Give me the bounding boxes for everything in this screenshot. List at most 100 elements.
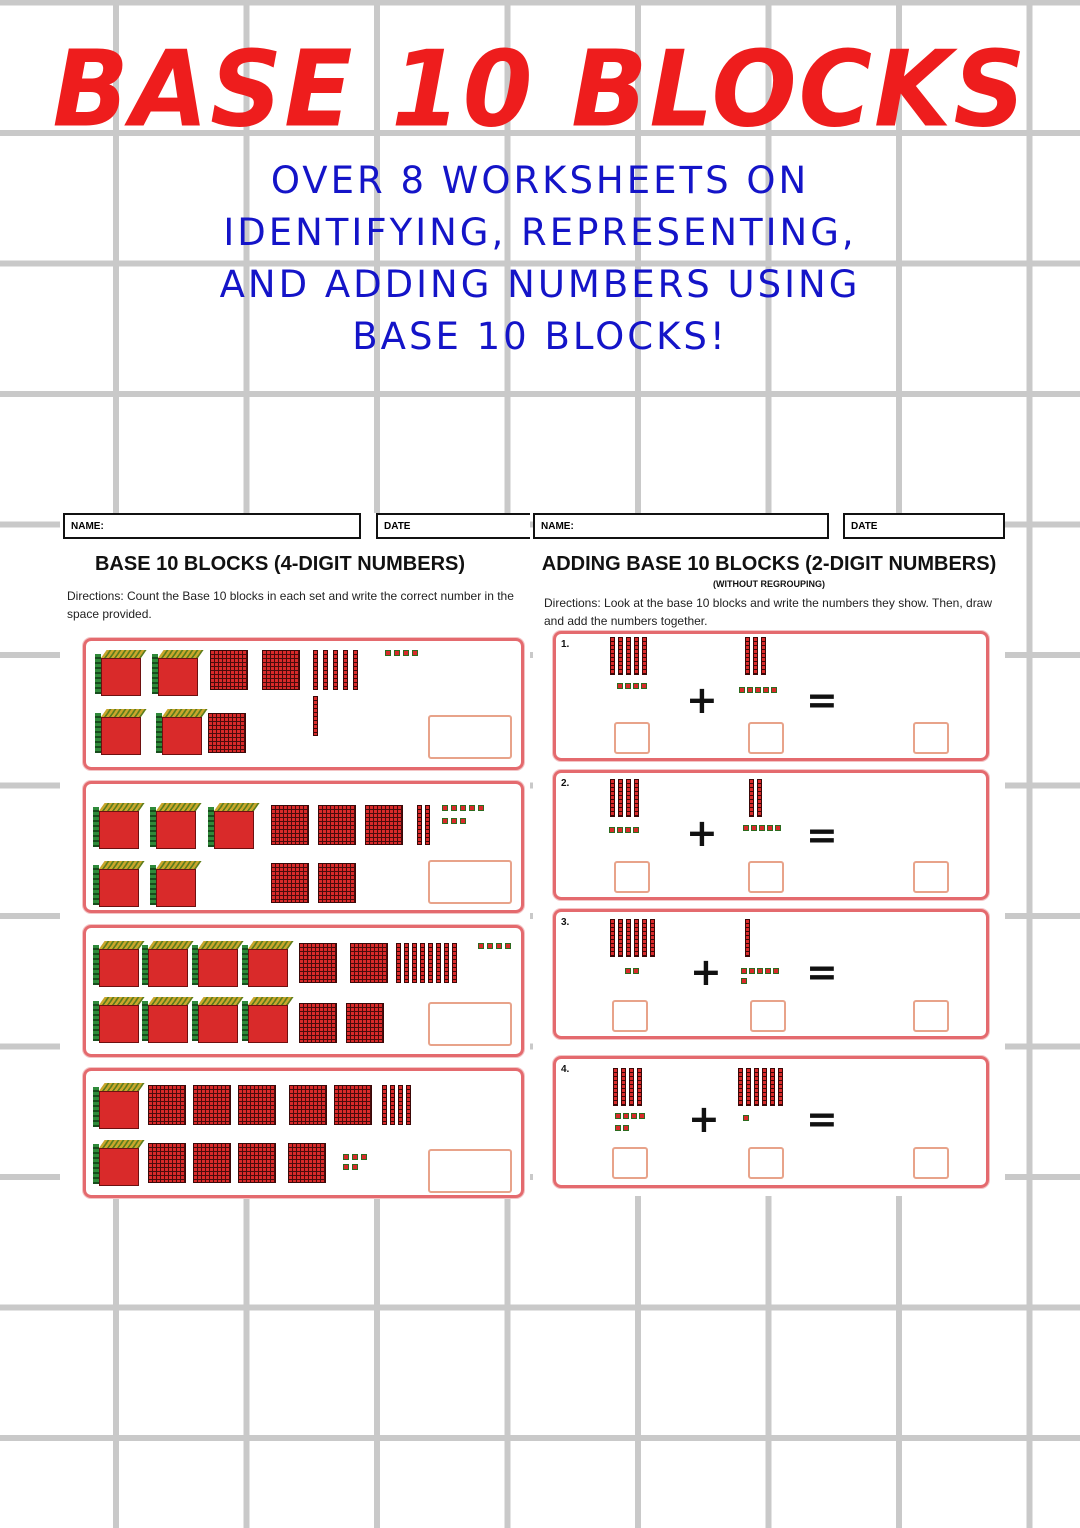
plus-sign: + [688,1097,720,1141]
one-unit-block [451,818,457,824]
add-card-3: 3. + = [553,909,989,1039]
addend-box[interactable] [748,861,784,893]
sum-box[interactable] [913,861,949,893]
sheet-title: BASE 10 BLOCKS (4-DIGIT NUMBERS) [94,553,466,575]
one-unit-block [633,827,639,833]
answer-box[interactable] [428,715,512,759]
thousand-cube-block [142,941,194,987]
thousand-cube-block [242,997,294,1043]
problem-number: 1. [561,639,570,650]
ten-rod-block [618,919,623,957]
one-unit-block [361,1154,367,1160]
addend-box[interactable] [614,861,650,893]
equals-sign: = [806,678,838,722]
addend-box[interactable] [612,1147,648,1179]
one-unit-block [460,818,466,824]
one-unit-block [639,1113,645,1119]
ten-rod-block [634,779,639,817]
one-unit-block [615,1125,621,1131]
one-unit-block [617,827,623,833]
one-unit-block [763,687,769,693]
one-unit-block [487,943,493,949]
thousand-cube-block [93,941,145,987]
sum-box[interactable] [913,1147,949,1179]
ten-rod-block [390,1085,395,1125]
hundred-flat-block [262,650,300,690]
ten-rod-block [610,919,615,957]
answer-box[interactable] [428,1149,512,1193]
one-unit-block [633,683,639,689]
one-unit-block [741,968,747,974]
thousand-cube-block [95,650,147,696]
one-unit-block [749,968,755,974]
one-unit-block [751,825,757,831]
answer-box[interactable] [428,1002,512,1046]
ten-rod-block [738,1068,743,1106]
ten-rod-block [642,919,647,957]
one-unit-block [773,968,779,974]
sheet-title: ADDING BASE 10 BLOCKS (2-DIGIT NUMBERS) [541,553,997,575]
ten-rod-block [618,637,623,675]
addend-box[interactable] [614,722,650,754]
hundred-flat-block [346,1003,384,1043]
plus-sign: + [686,811,718,855]
ten-rod-block [323,650,328,690]
one-unit-block [385,650,391,656]
ten-rod-block [770,1068,775,1106]
ten-rod-block [417,805,422,845]
thousand-cube-block [150,861,202,907]
ten-rod-block [396,943,401,983]
one-unit-block [743,825,749,831]
addend-box[interactable] [750,1000,786,1032]
ten-rod-block [428,943,433,983]
ten-rod-block [333,650,338,690]
one-unit-block [343,1164,349,1170]
one-unit-block [352,1154,358,1160]
one-unit-block [460,805,466,811]
equals-sign: = [806,1097,838,1141]
add-card-1: 1. + = [553,631,989,761]
one-unit-block [641,683,647,689]
one-unit-block [505,943,511,949]
ten-rod-block [313,650,318,690]
thousand-cube-block [93,997,145,1043]
ten-rod-block [398,1085,403,1125]
ten-rod-block [626,779,631,817]
addend-box[interactable] [748,722,784,754]
subtitle-line: AND ADDING NUMBERS USING [219,263,861,306]
ten-rod-block [650,919,655,957]
count-card-4 [83,1068,524,1198]
thousand-cube-block [150,803,202,849]
one-unit-block [478,943,484,949]
thousand-cube-block [152,650,204,696]
ten-rod-block [762,1068,767,1106]
ten-rod-block [610,779,615,817]
one-unit-block [771,687,777,693]
hundred-flat-block [148,1085,186,1125]
name-field: NAME: [533,513,829,539]
directions: Directions: Look at the base 10 blocks a… [544,596,993,628]
ten-rod-block [745,919,750,957]
one-unit-block [442,805,448,811]
ten-rod-block [353,650,358,690]
addend-box[interactable] [612,1000,648,1032]
one-unit-block [451,805,457,811]
poster-title: BASE 10 BLOCKS [52,28,1028,151]
one-unit-block [759,825,765,831]
one-unit-block [394,650,400,656]
hundred-flat-block [148,1143,186,1183]
one-unit-block [412,650,418,656]
sum-box[interactable] [913,1000,949,1032]
one-unit-block [496,943,502,949]
sum-box[interactable] [913,722,949,754]
count-card-3 [83,925,524,1057]
equals-sign: = [806,813,838,857]
ten-rod-block [754,1068,759,1106]
ten-rod-block [757,779,762,817]
add-card-2: 2. + = [553,770,989,900]
one-unit-block [775,825,781,831]
answer-box[interactable] [428,860,512,904]
one-unit-block [739,687,745,693]
one-unit-block [633,968,639,974]
addend-box[interactable] [748,1147,784,1179]
